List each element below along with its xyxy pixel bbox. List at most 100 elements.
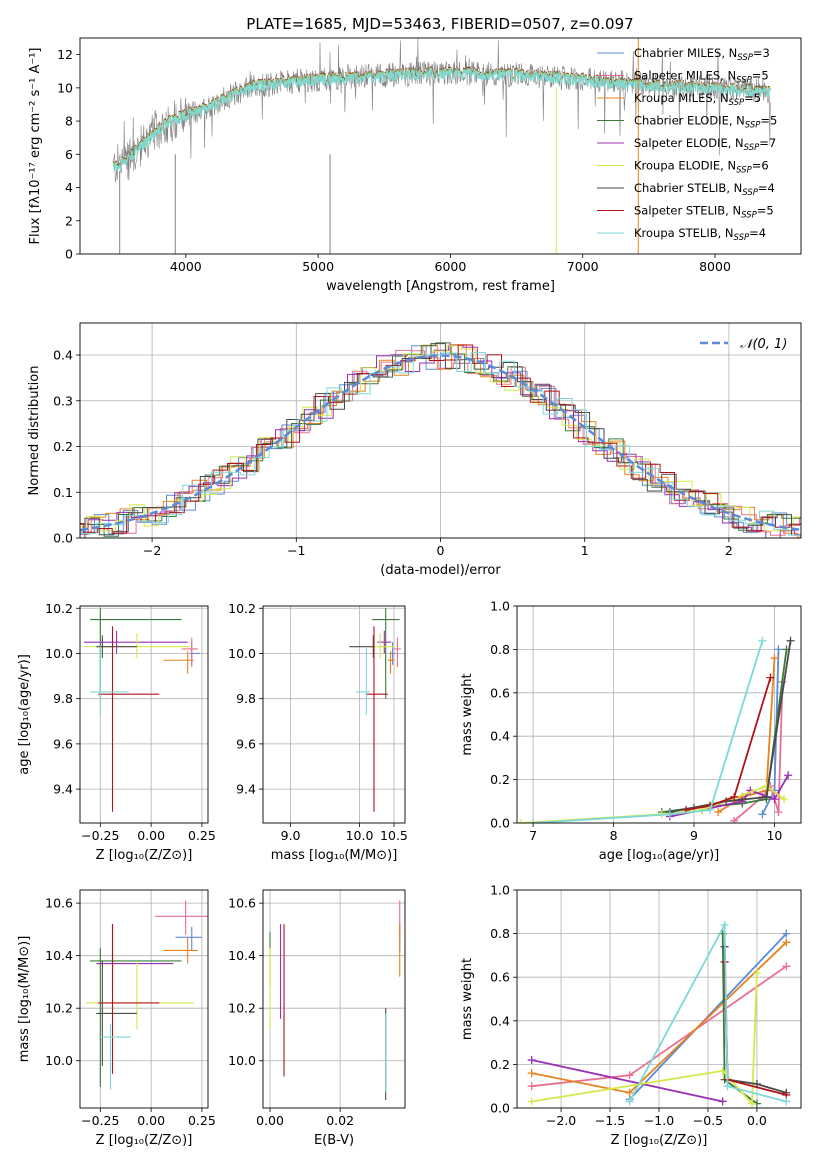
y-tick-label: 9.4: [236, 782, 256, 797]
legend-label-text: Kroupa ELODIE, N: [634, 159, 736, 173]
errorbar-point-chabrier-stelib: [96, 960, 137, 1066]
y-tick-label: 10: [57, 80, 73, 95]
y-tick-label: 0: [65, 247, 73, 262]
x-tick-label: −1.0: [644, 1113, 674, 1128]
histogram-kroupa-elodie: [80, 345, 801, 532]
spectrum-title: PLATE=1685, MJD=53463, FIBERID=0507, z=0…: [246, 15, 633, 33]
x-tick-label: −0.25: [81, 1113, 119, 1128]
errorbar-point-chabrier-stelib: [349, 635, 375, 658]
histogram-kroupa-stelib: [80, 352, 801, 536]
legend-label-sub: SSP: [729, 98, 745, 108]
y-tick-label: 10.0: [45, 646, 73, 661]
age-vs-mass-chart: 9.0 10.0 10.5 9.4 9.6 9.8 10.0 10.2 mass [log₁₀(…: [228, 601, 408, 863]
legend-label-suffix: =7: [759, 136, 776, 150]
x-tick-label: 0.00: [137, 828, 165, 843]
grid-lines: [263, 890, 405, 1108]
weight-marker: [517, 819, 526, 823]
mass-vs-reddening-chart: 0.00 0.02 10.0 10.2 10.4 10.6 E(B-V): [228, 889, 406, 1148]
weight-marker: [706, 805, 715, 814]
errorbar-point-kroupa-miles: [387, 651, 395, 674]
legend-label-sub: SSP: [741, 211, 757, 221]
legend-label: Salpeter ELODIE, NSSP=7: [634, 136, 776, 153]
y-tick-label: 10.2: [45, 601, 73, 616]
weight-line: [628, 921, 787, 1103]
plot-area: [269, 900, 401, 1101]
y-axis-label: Flux [fλ10⁻¹⁷ erg cm⁻² s⁻¹ A⁻¹]: [28, 48, 43, 245]
errorbar-point-salpeter-miles: [181, 637, 198, 668]
errorbar-point-kroupa-stelib: [90, 646, 129, 715]
weight-marker: [718, 1097, 727, 1106]
weight-vs-age-chart: 7 8 9 10 0.0 0.2 0.4 0.6 0.8 1.0 age [log₁₀(age/yr…: [460, 599, 802, 863]
legend-label-text: Salpeter STELIB, N: [634, 204, 741, 218]
x-tick-label: 10: [766, 828, 782, 843]
weight-marker: [752, 968, 761, 977]
axes-frame: [79, 37, 802, 255]
errorbar-point-salpeter-elodie: [84, 630, 188, 654]
residuals-chart: −2 −1 0 1 2 0.0 0.1 0.2 0.3 0.4 (data-model)/error…: [27, 322, 802, 578]
weight-marker: [738, 797, 747, 806]
weight-marker: [758, 636, 767, 645]
y-tick-label: 0.4: [53, 348, 73, 363]
histogram-kroupa-miles: [80, 344, 801, 538]
x-tick-label: −2: [143, 543, 161, 558]
y-tick-label: 2: [65, 213, 73, 228]
weight-line: [533, 640, 764, 823]
weight-marker: [625, 1097, 634, 1106]
y-tick-label: 8: [65, 114, 73, 129]
weight-marker: [714, 808, 723, 817]
weight-line: [669, 640, 792, 813]
y-tick-label: 0.4: [490, 729, 510, 744]
weight-marker: [527, 1097, 536, 1106]
y-tick-label: 9.4: [53, 782, 73, 797]
errorbar-point-salpeter-miles: [155, 900, 208, 935]
y-tick-label: 0.0: [53, 531, 73, 546]
y-tick-label: 0.8: [490, 926, 510, 941]
errorbar-point-kroupa-stelib: [100, 1023, 131, 1090]
weight-series-kroupa-stelib: [529, 636, 767, 823]
legend-label-suffix: =4: [758, 181, 775, 195]
y-axis-label: Normed distribution: [27, 366, 42, 496]
x-tick-label: −1: [287, 543, 305, 558]
weight-marker: [774, 645, 783, 654]
y-tick-label: 4: [65, 180, 73, 195]
errorbar-point-chabrier-elodie: [90, 947, 182, 1087]
x-tick-label: 9: [690, 828, 698, 843]
y-tick-label: 0.4: [490, 1013, 510, 1028]
y-tick-label: 10.0: [228, 646, 256, 661]
weight-marker: [527, 1056, 536, 1065]
y-tick-label: 10.0: [45, 1053, 73, 1068]
x-tick-label: −1.5: [595, 1113, 625, 1128]
weight-line: [531, 1059, 723, 1103]
errorbar-point-kroupa-miles: [163, 651, 194, 674]
errorbar-point-salpeter-stelib: [98, 626, 160, 812]
y-tick-label: 10.6: [228, 896, 256, 911]
y-tick-label: 10.4: [228, 948, 256, 963]
legend-label-text: Chabrier STELIB, N: [634, 181, 742, 195]
x-tick-label: −0.5: [693, 1113, 723, 1128]
errorbar-point-chabrier-miles: [175, 926, 202, 951]
legend-label-text: Chabrier MILES, N: [634, 46, 737, 60]
legend-label-suffix: =5: [757, 204, 774, 218]
model-spectrum-line-kroupa-stelib: [112, 67, 771, 173]
weight-marker: [730, 792, 739, 801]
legend-label: Kroupa MILES, NSSP=5: [634, 91, 761, 108]
y-tick-label: 9.6: [236, 736, 256, 751]
x-tick-label: 5000: [302, 259, 334, 274]
legend-label: Kroupa ELODIE, NSSP=6: [634, 159, 769, 176]
legend-label: Salpeter STELIB, NSSP=5: [634, 204, 774, 221]
y-axis-label: mass [log₁₀(M/M⊙)]: [17, 936, 32, 1063]
x-tick-label: 0.25: [188, 1113, 216, 1128]
weight-marker: [625, 1071, 634, 1080]
weight-marker: [748, 1099, 757, 1108]
y-axis-label: mass weight: [460, 673, 475, 755]
y-tick-label: 9.8: [53, 691, 73, 706]
axes-frame: [262, 889, 406, 1109]
axes-frame: [262, 605, 406, 824]
weight-marker: [529, 819, 538, 823]
weight-marker: [730, 816, 739, 823]
y-tick-label: 6: [65, 147, 73, 162]
y-tick-label: 10.2: [45, 1001, 73, 1016]
legend-label-suffix: =5: [760, 114, 777, 128]
y-tick-label: 9.6: [53, 736, 73, 751]
